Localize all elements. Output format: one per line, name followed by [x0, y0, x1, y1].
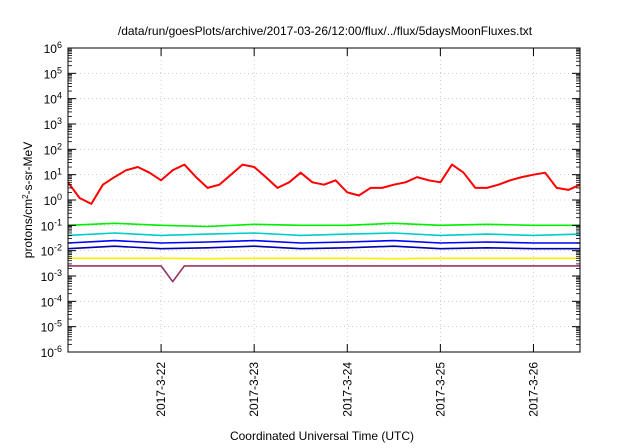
y-tick-base: 10 — [44, 143, 58, 157]
y-tick-exponent: 6 — [57, 40, 62, 50]
y-tick-exponent: 5 — [57, 65, 62, 75]
y-tick-exponent: -6 — [54, 344, 62, 354]
axis-ticks: 10-610-510-410-310-210-11001011021031041… — [41, 40, 580, 417]
y-tick-exponent: -1 — [54, 217, 62, 227]
y-tick-exponent: 4 — [57, 91, 62, 101]
y-tick-exponent: 2 — [57, 141, 62, 151]
x-tick-label: 2017-3-25 — [433, 362, 447, 417]
y-axis-label-suffix: -s-sr-MeV — [21, 142, 35, 195]
x-tick-label: 2017-3-24 — [340, 362, 354, 417]
x-tick-label: 2017-3-22 — [154, 362, 168, 417]
series-line-5 — [67, 245, 580, 250]
series-line-4 — [67, 239, 580, 244]
y-tick-label: 104 — [44, 91, 62, 107]
y-tick-base: 10 — [44, 93, 58, 107]
y-tick-base: 10 — [44, 67, 58, 81]
x-axis-label: Coordinated Universal Time (UTC) — [230, 429, 414, 443]
y-tick-base: 10 — [44, 169, 58, 183]
y-tick-exponent: 0 — [57, 192, 62, 202]
y-tick-base: 10 — [44, 118, 58, 132]
y-tick-label: 10-1 — [41, 217, 62, 233]
y-tick-exponent: 3 — [57, 116, 62, 126]
x-tick-label: 2017-3-26 — [526, 362, 540, 417]
y-tick-base: 10 — [44, 42, 58, 56]
y-tick-exponent: -2 — [54, 243, 62, 253]
y-tick-exponent: 1 — [57, 167, 62, 177]
y-tick-base: 10 — [44, 194, 58, 208]
series-line-1 — [67, 163, 581, 205]
y-axis-label: protons/cm2-s-sr-MeV — [21, 142, 36, 258]
y-tick-label: 10-3 — [41, 268, 62, 284]
y-axis-label-prefix: protons/cm — [21, 199, 35, 258]
y-tick-label: 106 — [44, 40, 62, 56]
x-tick-label: 2017-3-23 — [247, 362, 261, 417]
y-tick-base: 10 — [41, 270, 55, 284]
y-tick-label: 10-2 — [41, 243, 62, 259]
y-tick-exponent: -3 — [54, 268, 62, 278]
y-tick-label: 103 — [44, 116, 62, 132]
y-tick-label: 10-4 — [41, 293, 62, 309]
series-layer — [67, 163, 581, 283]
series-line-3 — [67, 232, 581, 237]
y-tick-label: 10-6 — [41, 344, 62, 360]
series-line-7 — [68, 265, 580, 283]
y-tick-label: 101 — [44, 167, 62, 183]
series-line-2 — [67, 222, 580, 228]
y-tick-label: 10-5 — [41, 319, 62, 335]
y-tick-label: 105 — [44, 65, 62, 81]
y-tick-base: 10 — [41, 346, 55, 360]
y-tick-label: 102 — [44, 141, 62, 157]
y-tick-label: 100 — [44, 192, 62, 208]
y-tick-base: 10 — [41, 321, 55, 335]
y-tick-base: 10 — [41, 219, 55, 233]
grid-lines — [68, 47, 580, 353]
y-tick-base: 10 — [41, 295, 55, 309]
y-axis-label-exponent: 2 — [21, 194, 30, 199]
y-tick-exponent: -5 — [54, 319, 62, 329]
y-tick-exponent: -4 — [54, 293, 62, 303]
chart-title: /data/run/goesPlots/archive/2017-03-26/1… — [118, 24, 533, 38]
y-tick-base: 10 — [41, 245, 55, 259]
